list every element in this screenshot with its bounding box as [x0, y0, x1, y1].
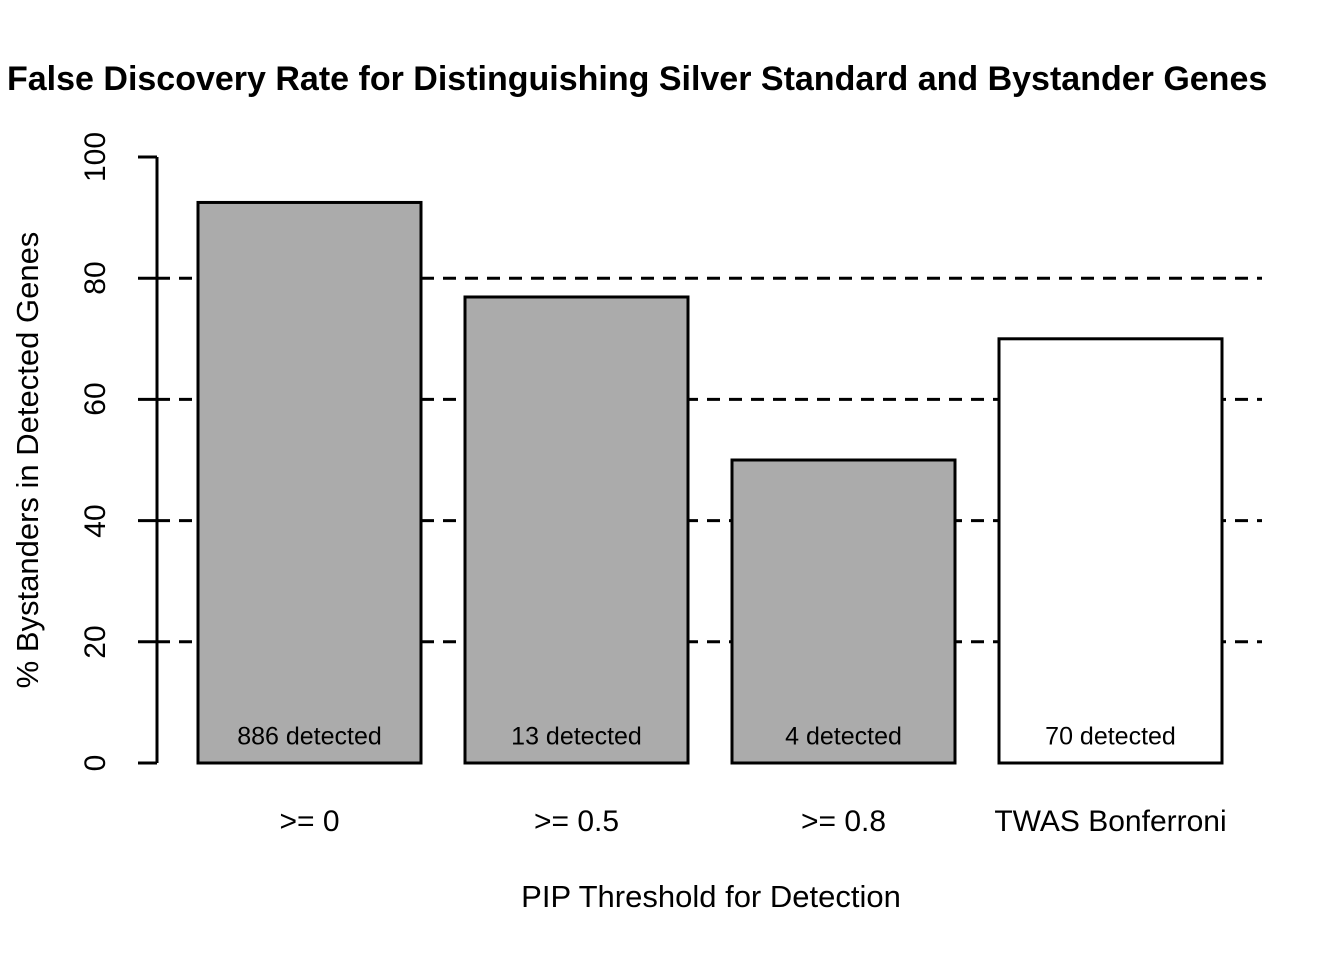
bar-annotation: 4 detected [785, 722, 902, 751]
bar-TWAS Bonferroni [997, 337, 1224, 765]
category-label: >= 0 [279, 805, 340, 838]
y-tick-label-0: 0 [79, 754, 112, 772]
bar->= 0.8 [730, 458, 957, 765]
bar->= 0.5 [463, 295, 690, 765]
chart-title: False Discovery Rate for Distinguishing … [7, 60, 1268, 98]
y-tick-label-40: 40 [79, 503, 112, 538]
category-label: >= 0.8 [800, 805, 887, 838]
bar-annotation: 886 detected [237, 722, 382, 751]
y-tick-label-80: 80 [79, 261, 112, 295]
category-label: TWAS Bonferroni [994, 805, 1227, 838]
y-axis-title: % Bystanders in Detected Genes [10, 231, 45, 689]
bar->= 0 [196, 200, 423, 765]
y-tick-label-100: 100 [79, 131, 112, 183]
bar-annotation: 13 detected [511, 722, 642, 751]
bar-annotation: 70 detected [1045, 722, 1176, 751]
x-axis-title: PIP Threshold for Detection [521, 879, 901, 914]
y-tick-label-60: 60 [79, 382, 112, 417]
category-label: >= 0.5 [533, 805, 620, 838]
y-tick-label-20: 20 [79, 625, 112, 659]
